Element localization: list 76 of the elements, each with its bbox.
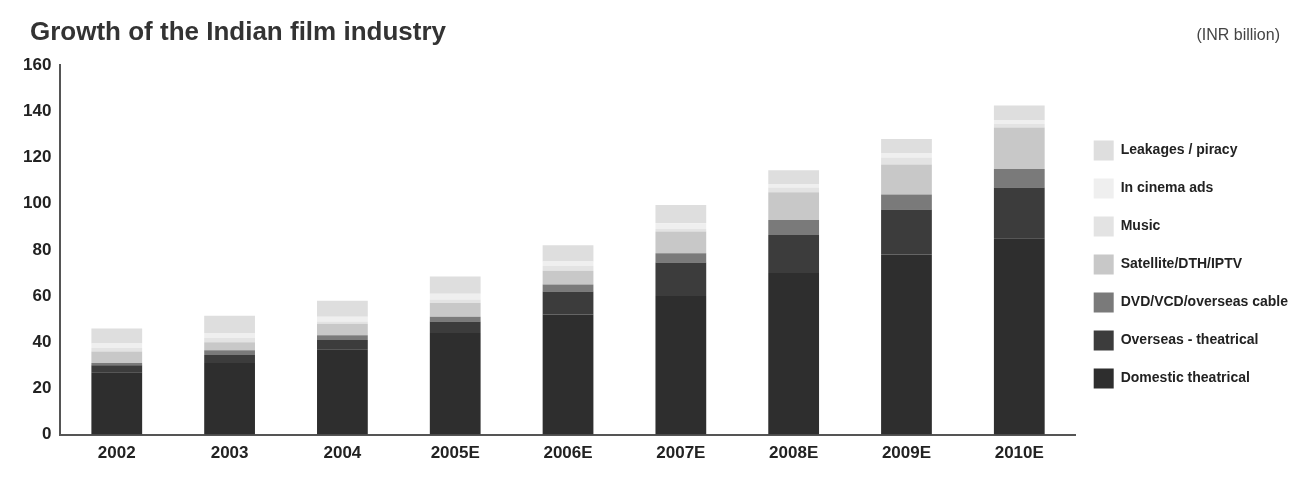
bar bbox=[91, 365, 143, 373]
bar bbox=[881, 164, 932, 195]
bar bbox=[429, 333, 481, 435]
y-tick-label: 120 bbox=[22, 147, 52, 167]
chart-title: Growth of the Indian film industry bbox=[30, 16, 446, 47]
bar bbox=[317, 349, 368, 435]
bar bbox=[881, 194, 932, 210]
bar bbox=[993, 127, 1045, 170]
bar bbox=[429, 303, 481, 317]
bar bbox=[993, 124, 1045, 128]
y-tick-label: 80 bbox=[32, 239, 52, 259]
bar bbox=[993, 187, 1045, 239]
bar bbox=[655, 223, 707, 230]
legend-label: Music bbox=[1120, 217, 1161, 234]
bar bbox=[768, 234, 820, 273]
bar bbox=[204, 350, 255, 355]
bar bbox=[317, 300, 368, 317]
bar bbox=[655, 231, 707, 254]
bar bbox=[542, 270, 594, 285]
bar bbox=[655, 204, 707, 224]
bar bbox=[768, 170, 820, 185]
bar bbox=[881, 254, 932, 435]
bar bbox=[91, 328, 143, 344]
bar bbox=[655, 253, 707, 263]
bar bbox=[429, 293, 481, 300]
x-tick-label: 2004 bbox=[323, 443, 362, 463]
y-tick-label: 160 bbox=[22, 54, 52, 74]
bar bbox=[317, 335, 368, 340]
y-tick-label: 0 bbox=[41, 424, 52, 444]
legend-label: Leakages / piracy bbox=[1120, 141, 1238, 158]
bar bbox=[91, 343, 143, 349]
bar bbox=[542, 314, 594, 435]
bar bbox=[542, 245, 594, 262]
bar bbox=[204, 363, 255, 435]
bar bbox=[429, 321, 481, 334]
y-tick-label: 100 bbox=[22, 193, 52, 213]
bar bbox=[655, 262, 707, 297]
bar bbox=[204, 354, 255, 364]
bar bbox=[91, 351, 143, 364]
bar bbox=[655, 296, 707, 435]
legend-label: Satellite/DTH/IPTV bbox=[1120, 255, 1243, 272]
legend-label: DVD/VCD/overseas cable bbox=[1120, 293, 1289, 310]
y-tick-label: 40 bbox=[32, 331, 52, 351]
legend-label: In cinema ads bbox=[1120, 179, 1214, 196]
text: (INR billion) bbox=[1196, 26, 1280, 44]
bar bbox=[204, 315, 255, 334]
bar bbox=[317, 323, 368, 336]
bar bbox=[993, 105, 1045, 121]
bar bbox=[204, 333, 255, 338]
bar bbox=[317, 339, 368, 350]
x-tick-label: 2010E bbox=[994, 443, 1044, 463]
legend-label: Domestic theatrical bbox=[1120, 369, 1250, 386]
x-tick-label: 2008E bbox=[769, 443, 819, 463]
y-tick-label: 140 bbox=[22, 101, 52, 121]
y-tick-label: 60 bbox=[32, 285, 52, 305]
x-tick-label: 2009E bbox=[881, 443, 932, 463]
bar bbox=[768, 219, 820, 235]
bar bbox=[542, 291, 594, 315]
bar bbox=[993, 169, 1045, 188]
legend-label: Overseas - theatrical bbox=[1120, 331, 1259, 348]
bar bbox=[317, 321, 368, 324]
x-tick-label: 2003 bbox=[210, 443, 249, 463]
bar bbox=[429, 276, 481, 294]
x-tick-label: 2006E bbox=[543, 443, 593, 463]
x-tick-label: 2007E bbox=[656, 443, 706, 463]
y-tick-label: 20 bbox=[32, 378, 52, 398]
bar bbox=[542, 261, 594, 267]
x-tick-label: 2002 bbox=[97, 443, 136, 463]
bar bbox=[91, 372, 143, 435]
bar bbox=[768, 272, 820, 435]
bar bbox=[204, 342, 255, 351]
bar bbox=[881, 209, 932, 255]
bar bbox=[993, 238, 1045, 435]
bar bbox=[768, 192, 820, 220]
x-tick-label: 2005E bbox=[430, 443, 480, 463]
bar bbox=[881, 139, 932, 153]
